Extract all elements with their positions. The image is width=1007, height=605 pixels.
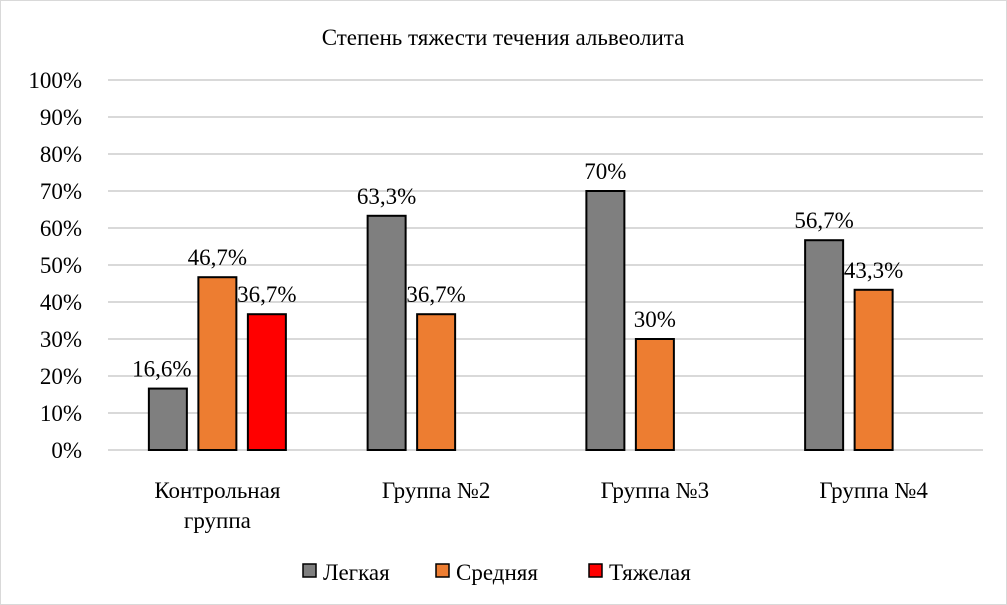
legend-label: Тяжелая xyxy=(609,560,691,585)
y-tick-label: 20% xyxy=(40,364,82,389)
y-tick-label: 80% xyxy=(40,142,82,167)
bar xyxy=(197,276,238,451)
legend-swatch xyxy=(302,563,317,578)
x-category-label: Группа №4 xyxy=(819,478,928,503)
legend-swatch xyxy=(588,563,603,578)
x-category-label: Группа №2 xyxy=(382,478,491,503)
y-tick-label: 10% xyxy=(40,401,82,426)
bar xyxy=(585,190,626,451)
x-category-label: Контрольная xyxy=(154,478,281,503)
y-tick-label: 30% xyxy=(40,327,82,352)
data-label: 36,7% xyxy=(406,282,465,307)
legend-label: Легкая xyxy=(323,560,390,585)
data-label: 46,7% xyxy=(188,245,247,270)
bar xyxy=(416,313,457,451)
y-tick-label: 40% xyxy=(40,290,82,315)
data-label: 63,3% xyxy=(357,184,416,209)
bar xyxy=(246,313,287,451)
y-tick-label: 70% xyxy=(40,179,82,204)
legend-swatch xyxy=(435,563,450,578)
bar xyxy=(634,338,675,451)
x-category-label: Группа №3 xyxy=(601,478,710,503)
data-label: 30% xyxy=(634,307,676,332)
y-tick-label: 100% xyxy=(28,68,82,93)
data-label: 43,3% xyxy=(844,258,903,283)
x-category-label: группа xyxy=(184,508,251,533)
y-tick-label: 0% xyxy=(51,438,82,463)
bar xyxy=(853,288,894,452)
data-label: 70% xyxy=(584,159,626,184)
legend-label: Средняя xyxy=(456,560,538,585)
data-label: 56,7% xyxy=(794,208,853,233)
y-tick-label: 90% xyxy=(40,105,82,130)
data-label: 16,6% xyxy=(132,357,191,382)
data-label: 36,7% xyxy=(237,282,296,307)
bar xyxy=(147,387,188,451)
y-tick-label: 50% xyxy=(40,253,82,278)
chart-title: Степень тяжести течения альвеолита xyxy=(322,25,685,50)
bar xyxy=(366,214,407,451)
bar xyxy=(804,239,845,451)
y-tick-label: 60% xyxy=(40,216,82,241)
